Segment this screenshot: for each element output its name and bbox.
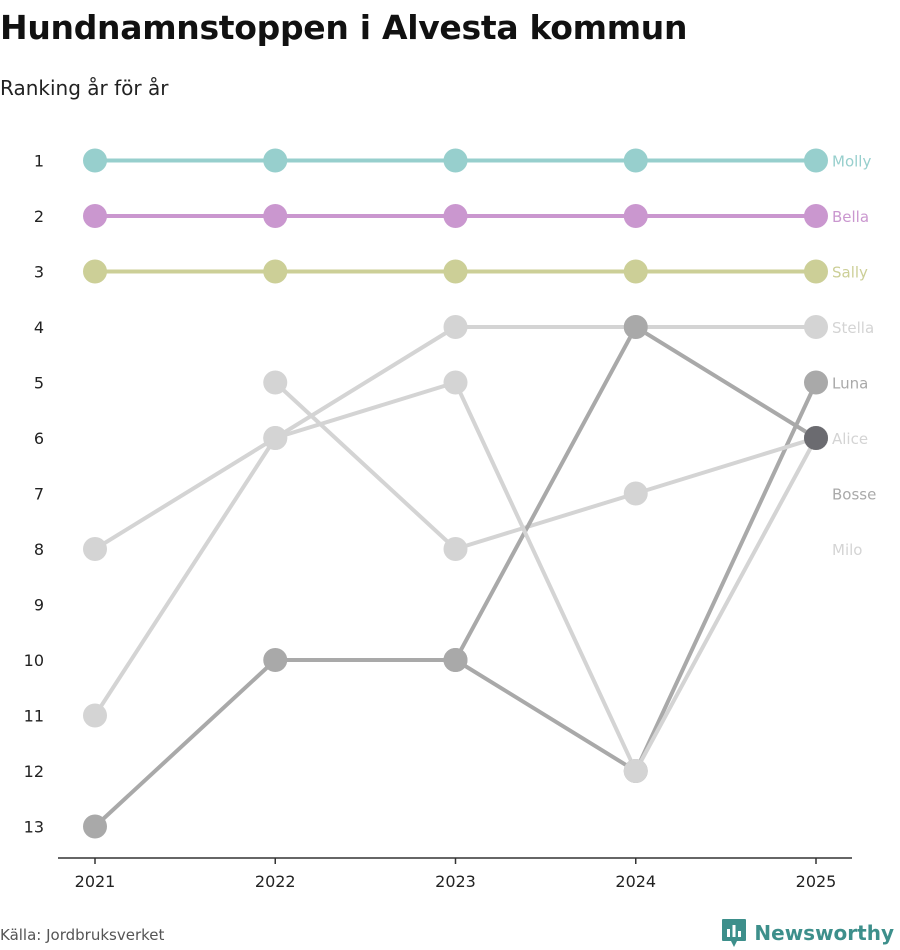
series-label-sally: Sally [832,264,868,282]
newsworthy-icon [722,919,747,947]
data-point-bella[interactable] [623,204,648,228]
x-tick-label: 2025 [796,872,837,891]
data-point-bella[interactable] [804,204,828,228]
chart-title: Hundnamnstoppen i Alvesta kommun [0,8,688,47]
data-point-bosse[interactable] [443,648,468,672]
y-tick-label: 1 [34,152,44,171]
series-label-milo: Milo [832,541,862,559]
data-point-stella[interactable] [83,537,107,561]
series-label-stella: Stella [832,319,874,337]
y-tick-label: 7 [34,485,44,504]
series-points [83,148,828,839]
y-tick-label: 13 [24,818,44,837]
y-tick-label: 9 [34,596,44,615]
x-axis-ticks: 2021 2022 2023 2024 2025 [75,858,837,891]
data-point-molly[interactable] [623,148,648,173]
series-label-alice: Alice [832,430,868,448]
brand-logo[interactable]: Newsworthy [721,918,894,948]
data-point-milo[interactable] [83,703,107,728]
series-label-bella: Bella [832,208,869,226]
data-point-molly[interactable] [83,148,107,173]
series-line-stella [93,325,816,551]
data-point-molly[interactable] [804,148,828,173]
y-tick-label: 11 [24,707,44,726]
data-point-luna[interactable] [263,648,288,672]
data-point-alice[interactable] [263,370,288,395]
data-point-molly[interactable] [263,148,288,173]
y-tick-label: 2 [34,207,44,226]
data-point-luna[interactable] [83,814,107,839]
y-tick-label: 4 [34,318,44,337]
data-point-alice[interactable] [623,481,648,506]
series-end-labels: Molly Bella Sally Stella Luna Alice Bosse Milo [832,153,876,560]
data-point-milo[interactable] [623,759,648,783]
series-label-bosse: Bosse [832,486,876,504]
data-point-molly[interactable] [443,148,468,173]
series-label-luna: Luna [832,375,868,393]
x-tick-label: 2024 [615,872,656,891]
x-tick-label: 2022 [255,872,296,891]
data-point-bella[interactable] [263,204,288,228]
data-point-bella[interactable] [83,204,107,228]
x-tick-label: 2021 [75,872,116,891]
series-line-luna [93,381,818,828]
data-point-sally[interactable] [83,259,107,284]
series-line-milo [93,380,818,773]
data-point-bosse[interactable] [623,315,648,339]
data-point-milo[interactable] [263,426,288,450]
data-point-sally[interactable] [623,259,648,284]
data-point-stella[interactable] [443,315,468,339]
data-point-alice[interactable] [443,537,468,561]
series-label-molly: Molly [832,153,871,171]
data-point-sally[interactable] [263,259,288,284]
overlap-data-point[interactable] [804,426,828,450]
data-point-milo[interactable] [443,370,468,395]
y-tick-label: 3 [34,263,44,282]
series-line-alice [273,381,817,551]
data-point-stella[interactable] [804,315,828,339]
y-tick-label: 6 [34,429,44,448]
chart-subtitle: Ranking år för år [0,76,169,100]
y-tick-label: 10 [24,651,44,670]
brand-name: Newsworthy [754,921,894,945]
source-note: Källa: Jordbruksverket [0,926,165,944]
data-point-sally[interactable] [443,259,468,284]
y-tick-label: 8 [34,540,44,559]
data-point-bella[interactable] [443,204,468,228]
y-tick-label: 5 [34,374,44,393]
data-point-sally[interactable] [804,259,828,284]
x-tick-label: 2023 [435,872,476,891]
data-point-luna[interactable] [804,370,828,395]
y-tick-label: 12 [24,762,44,781]
